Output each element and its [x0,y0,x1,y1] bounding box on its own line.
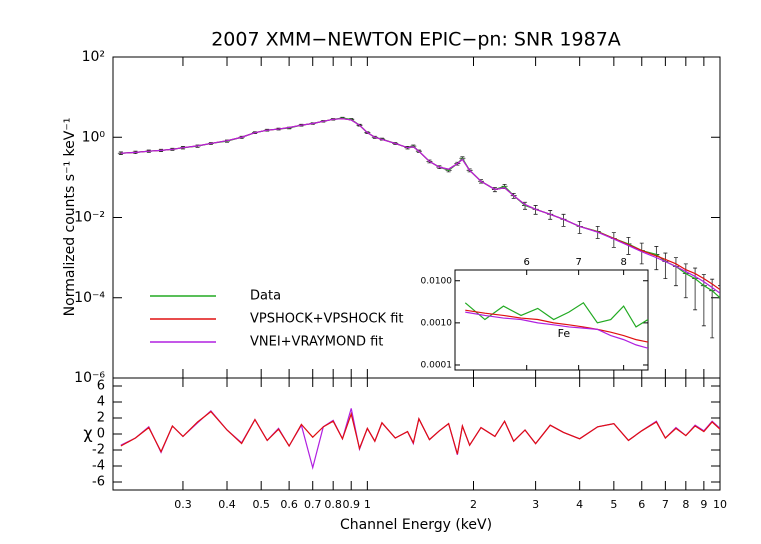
x-tick-label: 0.7 [304,498,322,511]
y-tick-label: 10² [82,49,105,65]
x-tick-label: 8 [620,257,626,268]
y-tick-label: 10⁻⁶ [74,370,105,386]
legend-label: VPSHOCK+VPSHOCK fit [250,312,404,327]
y-tick-label: 10⁻⁴ [74,290,105,306]
y-tick-label: 2 [97,411,105,426]
series-line [120,410,720,455]
x-tick-label: 10 [713,498,727,511]
plot-frame [112,377,721,491]
x-tick-label: 0.8 [324,498,342,511]
series-line [464,301,648,328]
legend-label: Data [250,289,281,304]
x-tick-label: 9 [700,498,707,511]
y-axis-label: Normalized counts s⁻¹ keV⁻¹ [62,118,78,317]
x-tick-label: 1 [364,498,371,511]
series-line [465,311,648,349]
series-line [465,309,648,343]
y-tick-label: 0 [97,427,105,442]
x-tick-label: 0.3 [174,498,192,511]
x-tick-label: 7 [575,257,581,268]
x-tick-label: 7 [662,498,669,511]
residual-y-label: χ [83,424,92,443]
x-tick-label: 6 [638,498,645,511]
inset-frame [454,269,649,371]
x-tick-label: 3 [532,498,539,511]
y-tick-label: -2 [92,443,105,458]
y-tick-label: 4 [97,395,105,410]
x-tick-label: 5 [610,498,617,511]
y-tick-label: -6 [92,475,105,490]
x-tick-label: 4 [576,498,583,511]
x-tick-label: 0.6 [280,498,298,511]
y-tick-label: 0.0100 [421,276,453,286]
y-tick-label: 0.0001 [421,360,453,370]
x-tick-label: 2 [470,498,477,511]
x-tick-label: 6 [524,257,530,268]
y-tick-label: 0.0010 [421,318,453,328]
y-tick-label: 6 [97,379,105,394]
x-tick-label: 0.4 [218,498,236,511]
legend-label: VNEI+VRAYMOND fit [250,335,383,350]
y-tick-label: -4 [92,459,105,474]
annotation: Fe [558,327,571,340]
chart-title: 2007 XMM−NEWTON EPIC−pn: SNR 1987A [211,29,621,51]
x-tick-label: 0.9 [342,498,360,511]
y-tick-label: 10⁻² [74,210,105,226]
y-tick-label: 10⁰ [82,129,106,145]
series-line [120,118,720,294]
x-tick-label: 8 [682,498,689,511]
x-tick-label: 0.5 [252,498,270,511]
x-axis-label: Channel Energy (keV) [340,517,492,533]
